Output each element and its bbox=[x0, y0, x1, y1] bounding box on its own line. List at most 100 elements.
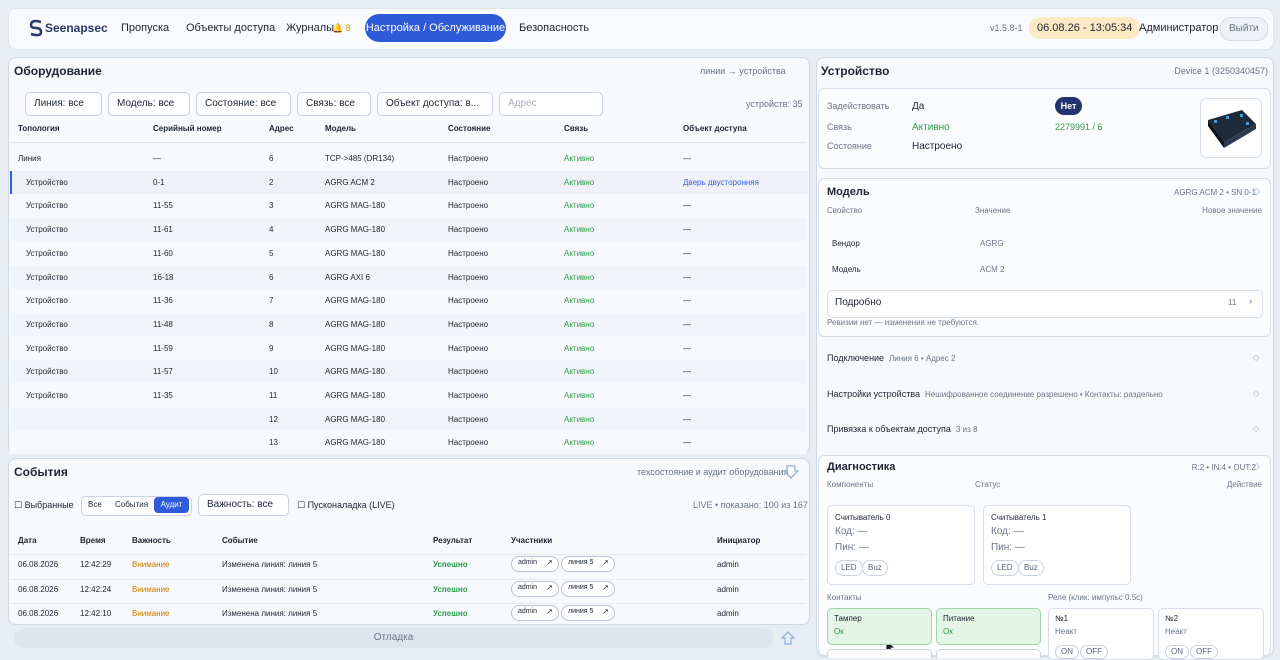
table-cell: — bbox=[683, 225, 691, 235]
link-icon: ↗ bbox=[602, 558, 609, 567]
event-row[interactable] bbox=[10, 578, 806, 602]
table-cell: Активно bbox=[564, 225, 595, 235]
column-header: Действие bbox=[1226, 480, 1262, 489]
severity-filter[interactable]: Важность: все bbox=[198, 494, 289, 516]
address-input[interactable]: Адрес bbox=[499, 92, 603, 116]
reader-button[interactable]: LED bbox=[835, 560, 863, 576]
relay-label: Реле (клик: импульс 0.5с) bbox=[1048, 593, 1143, 602]
filter[interactable]: Модель: все bbox=[108, 92, 190, 116]
reader-name: Считыватель 0 bbox=[835, 513, 891, 522]
logo[interactable]: Seenapsec bbox=[45, 21, 108, 35]
table-row[interactable] bbox=[10, 360, 806, 384]
table-row[interactable] bbox=[10, 147, 806, 170]
property-value: AGRG bbox=[980, 239, 1004, 248]
event-severity: Внимание bbox=[132, 609, 170, 618]
tab-active[interactable]: Аудит bbox=[154, 497, 189, 513]
table-cell: Устройство bbox=[26, 225, 68, 235]
table-row[interactable] bbox=[10, 265, 806, 289]
table-cell: Активно bbox=[564, 272, 595, 282]
participant-chip[interactable]: линия 5 ↗ bbox=[561, 605, 615, 621]
relay-button[interactable]: OFF bbox=[1080, 645, 1108, 659]
checkbox-selected[interactable]: ☐ Выбранные bbox=[14, 500, 74, 510]
logo-icon bbox=[29, 19, 43, 37]
table-row[interactable] bbox=[10, 289, 806, 313]
event-text: Изменена линия: линия 5 bbox=[222, 609, 318, 618]
participant-chip[interactable]: линия 5 ↗ bbox=[561, 580, 615, 597]
table-row[interactable] bbox=[10, 407, 806, 431]
version: v1.5.8-1 bbox=[990, 23, 1023, 33]
collapsible-section[interactable] bbox=[818, 346, 1269, 370]
table-cell: Настроено bbox=[448, 154, 489, 163]
table-row[interactable] bbox=[10, 218, 806, 242]
nav-item[interactable]: Объекты доступа bbox=[186, 22, 276, 34]
user[interactable]: Администратор bbox=[1139, 22, 1219, 34]
panel-hint: техсостояние и аудит оборудования bbox=[637, 467, 789, 477]
nav-item[interactable]: Пропуска bbox=[121, 22, 170, 34]
table-cell: AGRG MAG-180 bbox=[325, 343, 386, 353]
up-icon[interactable] bbox=[780, 630, 796, 646]
participant-name: admin bbox=[518, 559, 538, 566]
participant-chip[interactable]: линия 5 ↗ bbox=[561, 556, 615, 572]
relay-button[interactable]: OFF bbox=[1190, 645, 1218, 659]
filter[interactable]: Состояние: все bbox=[196, 92, 291, 116]
table-cell: AGRG MAG-180 bbox=[325, 201, 386, 211]
table-cell: Активно bbox=[564, 343, 595, 353]
relay-name: №2 bbox=[1165, 614, 1179, 623]
expand-icon[interactable]: ◇ bbox=[1253, 461, 1260, 471]
reader-button[interactable]: Buz bbox=[1018, 560, 1044, 576]
column-header: Компоненты bbox=[827, 480, 874, 489]
section-summary: Линия 6 • Адрес 2 bbox=[889, 354, 956, 363]
event-text: Изменена линия: линия 5 bbox=[222, 560, 318, 569]
nav-item[interactable]: Журналы bbox=[286, 22, 335, 34]
table-cell: AGRG MAG-180 bbox=[325, 296, 386, 306]
collapsible-section[interactable] bbox=[818, 417, 1269, 441]
reader-button[interactable]: Buz bbox=[862, 560, 888, 576]
tab[interactable]: Все bbox=[88, 500, 102, 509]
event-row[interactable] bbox=[10, 603, 806, 626]
participant-chip[interactable]: admin ↗ bbox=[511, 556, 559, 572]
table-row[interactable] bbox=[10, 194, 806, 218]
panel-hint: линии → устройства bbox=[700, 66, 786, 76]
nav-item[interactable]: Безопасность bbox=[519, 22, 590, 34]
table-cell: — bbox=[683, 391, 691, 400]
table-cell: 11-55 bbox=[153, 201, 173, 211]
table-row[interactable] bbox=[10, 312, 806, 336]
section-title: Диагностика bbox=[827, 461, 896, 473]
table-cell: 11 bbox=[269, 391, 278, 400]
filter[interactable]: Объект доступа: в... bbox=[377, 92, 493, 116]
table-row[interactable] bbox=[10, 336, 806, 360]
column-header: Объект доступа bbox=[683, 124, 747, 133]
details-row[interactable] bbox=[827, 290, 1263, 318]
table-cell: Настроено bbox=[448, 201, 489, 211]
expand-icon[interactable]: ◇ bbox=[1253, 186, 1260, 196]
participant-chip[interactable]: admin ↗ bbox=[511, 580, 559, 597]
property-value: ACM 2 bbox=[980, 265, 1005, 274]
collapsible-section[interactable] bbox=[818, 381, 1269, 406]
table-cell: 13 bbox=[269, 438, 278, 448]
debug-bar[interactable]: Отладка bbox=[14, 628, 773, 648]
event-row[interactable] bbox=[10, 554, 806, 577]
filter[interactable]: Линия: все bbox=[25, 92, 102, 116]
filter[interactable]: Связь: все bbox=[297, 92, 371, 116]
table-cell: 4 bbox=[269, 225, 274, 235]
relay-button[interactable]: ON bbox=[1165, 645, 1189, 659]
relay-button[interactable]: ON bbox=[1055, 645, 1079, 659]
reader-button[interactable]: LED bbox=[991, 560, 1019, 576]
table-row[interactable] bbox=[10, 384, 806, 407]
nav-item-active[interactable]: Настройка / Обслуживание bbox=[365, 14, 506, 42]
table-row[interactable] bbox=[10, 170, 808, 194]
toggle-no[interactable]: Нет bbox=[1055, 97, 1082, 115]
table-row[interactable] bbox=[10, 241, 806, 265]
checkbox-live[interactable]: ☐ Пусконаладка (LIVE) bbox=[297, 500, 395, 510]
download-icon[interactable] bbox=[783, 463, 799, 479]
panel-title: Оборудование bbox=[14, 64, 102, 78]
journal-badge: 🔔 8 bbox=[332, 23, 351, 33]
table-row[interactable] bbox=[10, 431, 806, 455]
logout[interactable]: Выйти bbox=[1220, 17, 1268, 41]
event-date: 06.08.2026 bbox=[18, 560, 59, 569]
participant-chip[interactable]: admin ↗ bbox=[511, 605, 559, 621]
table-cell: 11-61 bbox=[153, 225, 173, 235]
column-header: Событие bbox=[222, 536, 258, 545]
tab[interactable]: События bbox=[115, 500, 149, 509]
table-cell: AGRG MAG-180 bbox=[325, 391, 386, 400]
